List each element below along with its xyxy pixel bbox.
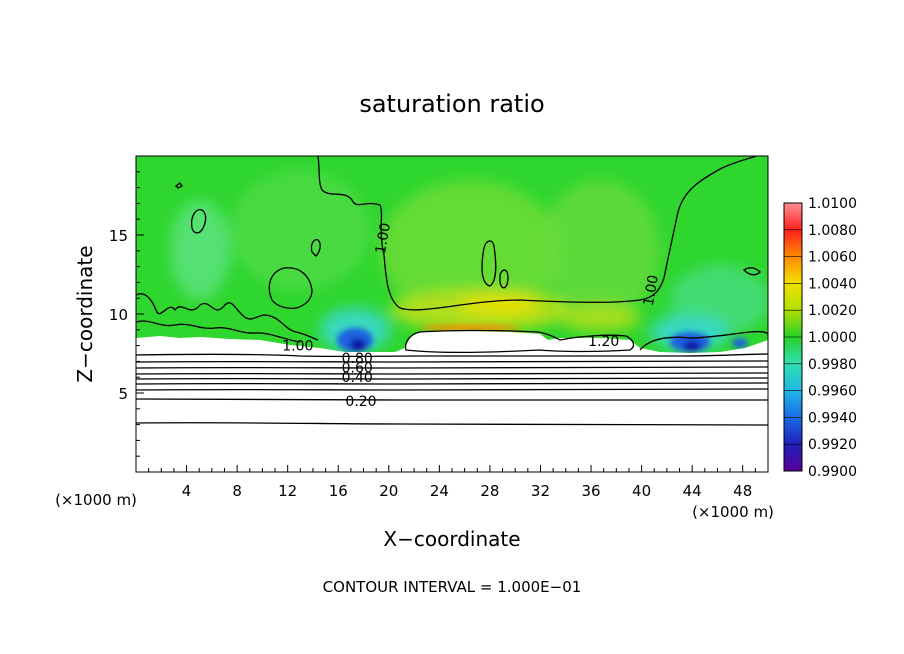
- contour-label-text: 0.60: [342, 361, 373, 377]
- contour-label: 1.20: [588, 334, 619, 350]
- colorbar-segment: [784, 444, 802, 471]
- contour-0.30: [136, 388, 768, 391]
- colorbar-label: 1.0020: [808, 303, 857, 319]
- x-unit-left: (×1000 m): [55, 491, 137, 509]
- contour-0.40: [136, 382, 768, 385]
- contour-label: 1.00: [641, 274, 662, 307]
- plot-area: 1.00 1.00 1.20 1.00 0.800.600.40 0.20: [136, 156, 768, 472]
- contour-label-text: 0.80: [342, 351, 373, 367]
- contour-0.90: [136, 353, 768, 358]
- contour-label: 0.60: [342, 361, 373, 377]
- contour-1.00-cluster-f: [499, 269, 509, 289]
- colorbar-label: 1.0000: [808, 330, 857, 346]
- subsaturated-region: [136, 331, 768, 472]
- contour-label-text: 0.40: [342, 370, 373, 386]
- contour-1.00-blob-c: [310, 238, 321, 257]
- y-axis: 5 10 15: [109, 171, 144, 457]
- x-tick-label: 36: [581, 482, 600, 500]
- contour-label-text: 1.00: [641, 274, 662, 307]
- colorbar-segment: [784, 390, 802, 418]
- contour-1.00-upper: [317, 156, 757, 311]
- x-tick-label: 48: [733, 482, 752, 500]
- x-axis-label: X−coordinate: [383, 527, 520, 551]
- colorbar-label: 1.0080: [808, 223, 857, 239]
- contour-label-text: 1.20: [588, 334, 619, 350]
- contour-label: 1.00: [282, 339, 313, 355]
- contour-interval-note: CONTOUR INTERVAL = 1.000E−01: [323, 578, 582, 596]
- contour-0.20: [136, 398, 768, 401]
- contour-label: 0.40: [342, 370, 373, 386]
- colorbar-segment: [784, 337, 802, 364]
- colorbar-label: 0.9980: [808, 357, 857, 373]
- x-tick-label: 32: [531, 482, 550, 500]
- x-tick-label: 8: [232, 482, 242, 500]
- contour-1.00-blob-b: [190, 209, 207, 234]
- contour-label-text: 0.20: [345, 394, 376, 410]
- contour-1.20-cap: [404, 329, 635, 353]
- contour-0.60: [136, 372, 768, 375]
- colorbar-label: 0.9960: [808, 384, 857, 400]
- contour-labels: 1.00 1.00 1.20 1.00 0.800.600.40 0.20: [282, 222, 662, 410]
- contour-label: 0.80: [342, 351, 373, 367]
- x-tick-label: 16: [329, 482, 348, 500]
- contour-1.00-lower-left: [136, 293, 319, 341]
- contour-label: 1.00: [373, 222, 394, 255]
- chart-title: saturation ratio: [359, 90, 544, 118]
- field-shading: [170, 170, 768, 352]
- colorbar-label: 0.9940: [808, 410, 857, 426]
- x-tick-label: 20: [379, 482, 398, 500]
- colorbar-segment: [784, 417, 802, 445]
- y-tick-label: 15: [109, 227, 128, 245]
- x-tick-label: 28: [480, 482, 499, 500]
- contour-1.00-blob-a: [268, 267, 313, 309]
- colorbar-segment: [784, 283, 802, 311]
- contour-0.80: [136, 360, 768, 363]
- colorbar-legend: 0.9900 0.9920 0.9940 0.9960 0.9980 1.0000 1.00…: [783, 196, 857, 480]
- contour-label-text: 1.00: [373, 222, 394, 255]
- contour-0.10: [136, 422, 768, 426]
- contour-0.50: [136, 377, 768, 380]
- contour-1.00-right-lower: [639, 330, 768, 351]
- contour-0.70: [136, 366, 768, 369]
- colorbar-label: 1.0100: [808, 196, 857, 212]
- x-unit-right: (×1000 m): [692, 503, 774, 521]
- contour-1.00-cluster-e: [481, 240, 497, 287]
- x-tick-label: 40: [632, 482, 651, 500]
- x-tick-label: 4: [182, 482, 192, 500]
- x-tick-label: 12: [278, 482, 297, 500]
- colorbar-segment: [784, 203, 802, 230]
- contour-1.00-lower-left-2: [136, 320, 301, 343]
- x-tick-label: 24: [430, 482, 449, 500]
- colorbar-segment: [784, 310, 802, 337]
- contour-1.00-right-blob: [742, 267, 761, 276]
- colorbar-label: 1.0060: [808, 250, 857, 266]
- colorbar-label: 1.0040: [808, 276, 857, 292]
- contour-1.00-blob-d: [175, 182, 183, 189]
- contour-label: 0.20: [345, 394, 376, 410]
- colorbar-label: 0.9920: [808, 437, 857, 453]
- y-tick-label: 5: [118, 385, 128, 403]
- colorbar-segment: [784, 363, 802, 391]
- x-axis: 4 8 12 16 20 24 28 32 36 40 44 48: [148, 465, 756, 500]
- colorbar-label: 0.9900: [808, 464, 857, 480]
- colorbar-segment: [784, 229, 802, 257]
- field-shading-core: [337, 325, 748, 352]
- contour-label-text: 1.00: [282, 339, 313, 355]
- y-tick-label: 10: [109, 306, 128, 324]
- colorbar-segment: [784, 256, 802, 284]
- contour-lines: [136, 156, 768, 426]
- y-axis-label: Z−coordinate: [73, 245, 97, 382]
- x-tick-label: 44: [683, 482, 702, 500]
